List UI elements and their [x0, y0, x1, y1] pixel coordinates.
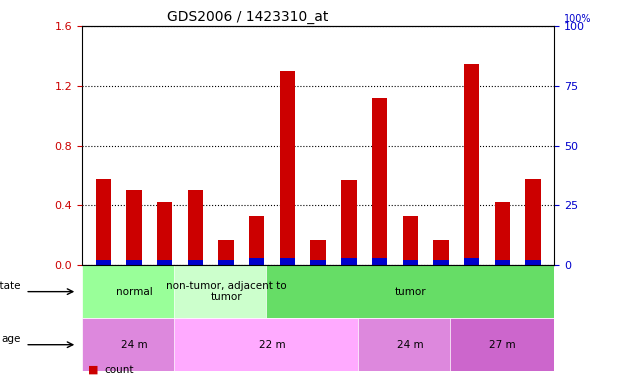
Text: GDS2006 / 1423310_at: GDS2006 / 1423310_at — [167, 10, 328, 24]
Text: count: count — [104, 365, 134, 375]
Bar — [157, 202, 173, 265]
FancyBboxPatch shape — [174, 318, 370, 371]
FancyBboxPatch shape — [450, 318, 554, 371]
Bar — [403, 260, 418, 265]
Text: normal: normal — [116, 286, 152, 297]
Text: ■: ■ — [88, 365, 99, 375]
Bar — [311, 240, 326, 265]
Bar — [96, 178, 111, 265]
Bar — [372, 98, 387, 265]
Text: 100%: 100% — [564, 14, 592, 24]
FancyBboxPatch shape — [82, 265, 186, 318]
Text: non-tumor, adjacent to
tumor: non-tumor, adjacent to tumor — [166, 281, 287, 302]
Text: 27 m: 27 m — [489, 340, 515, 350]
Bar — [372, 258, 387, 265]
Bar — [280, 258, 295, 265]
Bar — [188, 260, 203, 265]
Text: 24 m: 24 m — [121, 340, 147, 350]
Bar — [249, 258, 265, 265]
Bar — [464, 258, 479, 265]
Text: disease state: disease state — [0, 281, 20, 291]
Bar — [127, 190, 142, 265]
Bar — [525, 260, 541, 265]
Bar — [495, 202, 510, 265]
Bar — [495, 260, 510, 265]
Bar — [127, 260, 142, 265]
FancyBboxPatch shape — [174, 265, 278, 318]
Bar — [96, 260, 111, 265]
Bar — [311, 260, 326, 265]
Bar — [188, 190, 203, 265]
Bar — [525, 178, 541, 265]
Bar — [249, 216, 265, 265]
Bar — [433, 260, 449, 265]
Bar — [464, 64, 479, 265]
Bar — [403, 216, 418, 265]
Bar — [280, 71, 295, 265]
Bar — [219, 260, 234, 265]
Text: tumor: tumor — [394, 286, 426, 297]
Text: age: age — [1, 334, 20, 344]
Text: 22 m: 22 m — [259, 340, 285, 350]
FancyBboxPatch shape — [358, 318, 462, 371]
Bar — [157, 260, 173, 265]
Bar — [433, 240, 449, 265]
Text: 24 m: 24 m — [397, 340, 423, 350]
Bar — [341, 180, 357, 265]
Bar — [219, 240, 234, 265]
FancyBboxPatch shape — [266, 265, 554, 318]
FancyBboxPatch shape — [82, 318, 186, 371]
Bar — [341, 258, 357, 265]
